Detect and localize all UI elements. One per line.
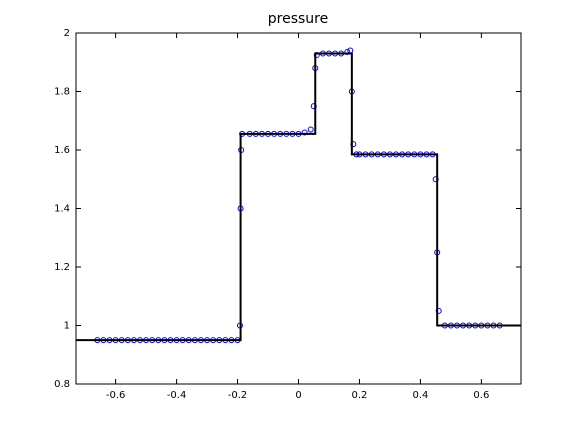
y-tick-label: 1: [64, 321, 70, 332]
x-tick-label: -0.4: [167, 390, 187, 401]
x-tick-label: -0.2: [228, 390, 248, 401]
data-point: [301, 129, 308, 136]
data-point: [347, 47, 354, 54]
y-tick-label: 1.8: [54, 87, 70, 98]
x-tick-label: -0.6: [106, 390, 126, 401]
y-tick-label: 1.2: [54, 262, 70, 273]
x-tick-label: 0: [295, 390, 301, 401]
data-point: [307, 126, 314, 133]
data-point: [344, 49, 351, 56]
y-tick-label: 2: [64, 28, 70, 39]
y-tick-label: 1.4: [54, 204, 70, 215]
y-tick-label: 1.6: [54, 145, 70, 156]
plot-area: [75, 32, 522, 385]
data-line: [76, 52, 521, 342]
x-tick-label: 0.6: [473, 390, 489, 401]
x-tick-label: 0.4: [412, 390, 428, 401]
chart-title: pressure: [268, 11, 328, 27]
y-tick-label: 0.8: [54, 379, 70, 390]
x-tick-label: 0.2: [352, 390, 368, 401]
